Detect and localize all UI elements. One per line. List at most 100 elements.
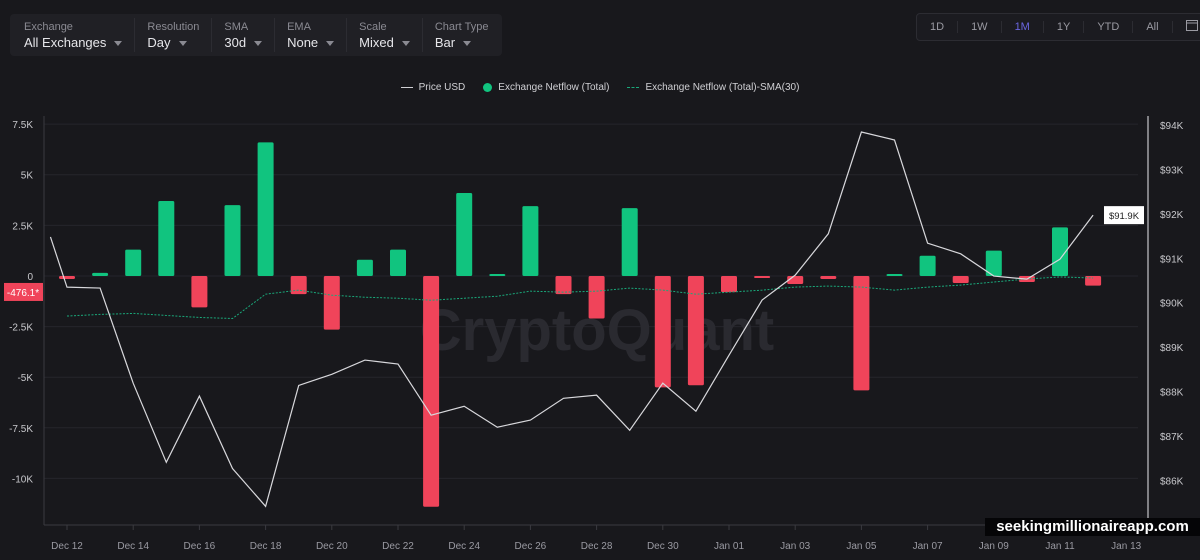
legend-label: Exchange Netflow (Total)	[498, 82, 610, 93]
sma-line	[66, 276, 1094, 319]
left-tick-label: -10K	[12, 474, 33, 485]
netflow-bar[interactable]	[555, 275, 572, 295]
x-tick-label: Dec 18	[250, 541, 282, 552]
x-tick-label: Dec 28	[581, 541, 613, 552]
current-price-label: $91.9K	[1109, 211, 1140, 222]
range-ytd[interactable]: YTD	[1084, 21, 1134, 33]
x-tick-label: Dec 12	[51, 541, 83, 552]
brand-overlay: seekingmillionaireapp.com	[985, 518, 1200, 536]
dropdown-label: Chart Type	[434, 20, 489, 33]
netflow-bar[interactable]	[423, 275, 440, 507]
netflow-bar[interactable]	[820, 275, 837, 279]
dropdown-value: Bar	[435, 35, 489, 50]
netflow-bar[interactable]	[290, 275, 307, 295]
x-tick-label: Jan 05	[846, 541, 876, 552]
left-tick-label: 0	[27, 272, 33, 283]
x-tick-label: Dec 16	[184, 541, 216, 552]
netflow-bar[interactable]	[621, 208, 638, 276]
netflow-bar[interactable]	[721, 275, 737, 293]
dropdown-resolution[interactable]: Resolution Day	[135, 18, 213, 52]
netflow-bar[interactable]	[158, 201, 175, 276]
netflow-bar[interactable]	[59, 275, 75, 279]
x-tick-label: Dec 26	[515, 541, 547, 552]
calendar-icon[interactable]	[1173, 20, 1200, 34]
netflow-bar[interactable]	[257, 142, 274, 276]
netflow-bar[interactable]	[886, 273, 903, 276]
netflow-bar[interactable]	[191, 275, 208, 308]
time-range-selector: 1D 1W 1M 1Y YTD All	[916, 13, 1200, 41]
netflow-bar[interactable]	[356, 259, 373, 276]
chevron-down-icon	[326, 40, 335, 46]
current-netflow-label: -476.1*	[7, 288, 39, 299]
dropdown-label: Scale	[359, 20, 387, 33]
range-1m[interactable]: 1M	[1002, 21, 1044, 33]
dropdown-value: Day	[147, 35, 199, 50]
netflow-bar[interactable]	[1052, 227, 1068, 276]
chevron-down-icon	[401, 40, 410, 46]
dropdown-sma[interactable]: SMA 30d	[212, 18, 276, 52]
x-tick-label: Dec 24	[448, 541, 480, 552]
netflow-bar[interactable]	[588, 275, 605, 319]
right-tick-label: $89K	[1160, 343, 1184, 354]
dropdown-chart-type[interactable]: Chart Type Bar	[423, 18, 501, 52]
netflow-bar[interactable]	[754, 275, 771, 278]
range-1w[interactable]: 1W	[958, 21, 1002, 33]
netflow-bar[interactable]	[654, 275, 671, 388]
netflow-bar[interactable]	[92, 272, 109, 276]
range-all[interactable]: All	[1133, 21, 1173, 33]
netflow-bar[interactable]	[919, 255, 936, 276]
line-swatch	[400, 87, 413, 88]
current-netflow-badge	[4, 282, 43, 301]
x-tick-label: Dec 20	[316, 541, 348, 552]
left-tick-label: 2.5K	[12, 221, 33, 232]
current-price-badge	[1104, 206, 1144, 225]
chevron-down-icon	[254, 40, 263, 46]
x-tick-label: Jan 07	[913, 541, 943, 552]
x-tick-label: Jan 03	[780, 541, 810, 552]
x-tick-label: Jan 01	[714, 541, 744, 552]
netflow-bar[interactable]	[1085, 275, 1102, 286]
dropdown-value: 30d	[224, 34, 263, 50]
left-tick-label: -2.5K	[9, 323, 33, 334]
right-tick-label: $86K	[1160, 477, 1184, 488]
netflow-bar[interactable]	[985, 250, 1002, 276]
right-tick-label: $94K	[1160, 121, 1184, 132]
legend-netflow[interactable]: Exchange Netflow (Total)	[483, 82, 609, 93]
left-tick-label: -5K	[17, 373, 33, 384]
netflow-bar[interactable]	[489, 273, 506, 276]
netflow-bar[interactable]	[687, 275, 704, 386]
range-1d[interactable]: 1D	[917, 21, 959, 33]
right-tick-label: $92K	[1160, 210, 1184, 221]
netflow-bar[interactable]	[853, 275, 870, 391]
netflow-bar[interactable]	[522, 206, 539, 276]
netflow-bar[interactable]	[952, 275, 969, 284]
dropdown-exchange[interactable]: Exchange All Exchanges	[12, 18, 136, 52]
legend-price[interactable]: Price USD	[400, 82, 466, 93]
dropdown-label: Exchange	[24, 20, 73, 33]
dropdown-scale[interactable]: Scale Mixed	[347, 18, 423, 52]
selected-value: Mixed	[359, 34, 394, 50]
dropdown-label: SMA	[224, 20, 249, 33]
right-tick-label: $90K	[1160, 299, 1184, 310]
legend-label: Price USD	[418, 82, 466, 93]
netflow-bar[interactable]	[125, 249, 142, 276]
netflow-bar[interactable]	[323, 275, 340, 330]
right-tick-label: $88K	[1160, 388, 1184, 399]
right-tick-label: $93K	[1160, 165, 1184, 176]
selected-value: 30d	[224, 34, 247, 50]
price-line	[49, 131, 1094, 508]
right-tick-label: $87K	[1160, 432, 1184, 443]
legend-sma[interactable]: Exchange Netflow (Total)-SMA(30)	[627, 82, 799, 93]
netflow-bar[interactable]	[456, 192, 473, 276]
x-tick-label: Jan 13	[1111, 541, 1141, 552]
range-1y[interactable]: 1Y	[1044, 21, 1085, 33]
netflow-bar[interactable]	[390, 249, 406, 276]
x-tick-label: Jan 09	[979, 541, 1009, 552]
dropdown-label: Resolution	[147, 20, 200, 33]
chevron-down-icon	[178, 40, 187, 46]
selected-value: None	[287, 34, 319, 50]
dropdown-ema[interactable]: EMA None	[275, 18, 348, 52]
netflow-bar[interactable]	[224, 205, 241, 276]
dash-swatch	[627, 87, 640, 88]
